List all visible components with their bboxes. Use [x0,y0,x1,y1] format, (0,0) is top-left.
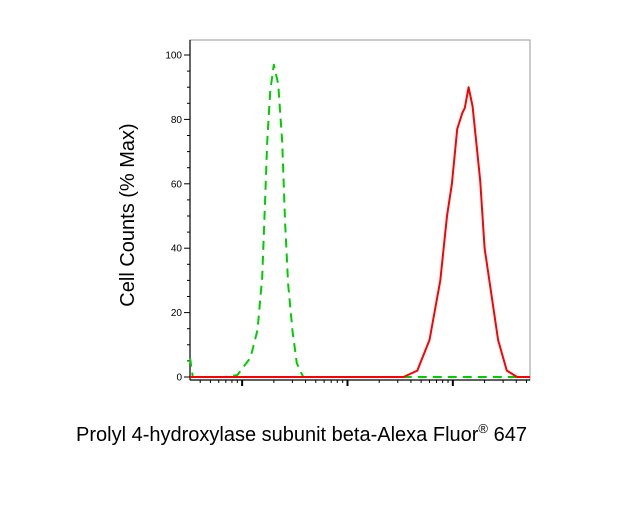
x-axis [199,380,527,386]
y-tick-label: 40 [171,244,183,255]
series-line-control [189,63,530,378]
y-tick-label: 20 [171,308,183,319]
x-axis-title-suffix: 647 [488,424,527,446]
y-tick-label: 100 [165,51,182,62]
plot-frame [189,39,531,381]
series-group [189,63,530,378]
x-axis-title-main: Prolyl 4-hydroxylase subunit beta-Alexa … [76,424,479,446]
y-axis-title: Cell Counts (% Max) [117,123,139,306]
y-tick-label: 60 [171,179,183,190]
x-axis-title: Prolyl 4-hydroxylase subunit beta-Alexa … [76,421,527,446]
plot-border [189,39,531,381]
x-axis-title-superscript: ® [478,421,488,436]
series-line-sample [190,86,530,378]
y-tick-label: 0 [176,373,182,384]
y-tick-label: 80 [171,115,183,126]
y-axis: 0 20 40 60 80 100 [165,51,190,384]
